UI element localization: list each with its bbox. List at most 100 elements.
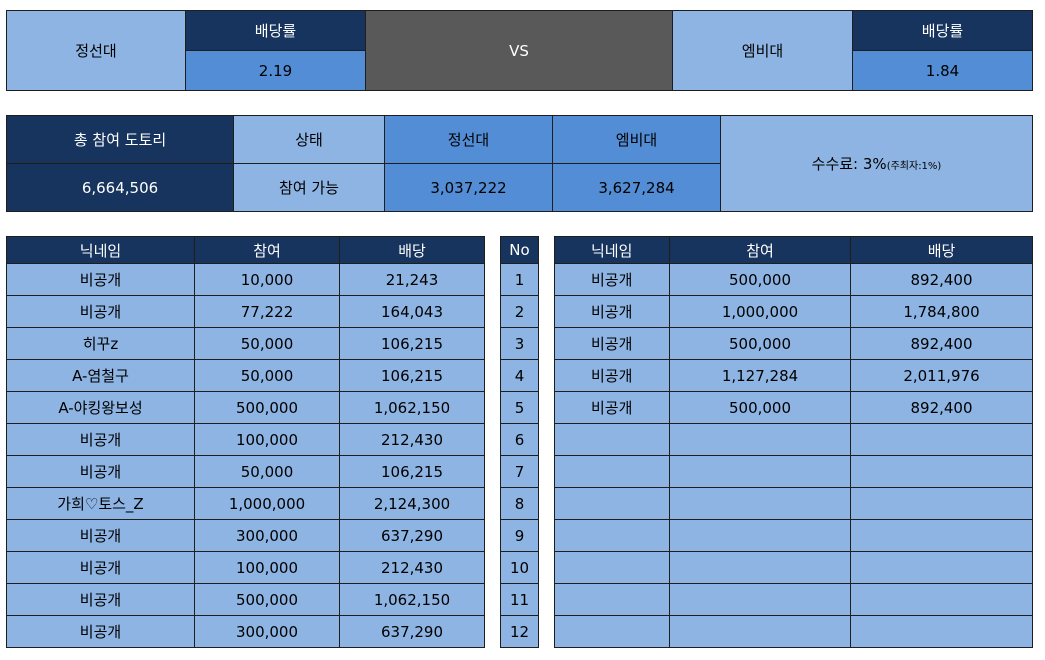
payout-cell: 2,124,300 [339,487,485,520]
bet-cell: 500,000 [669,263,851,296]
table-row: 4 [500,359,539,392]
nickname-cell: A-염철구 [6,359,195,392]
team-b-bet-list: 닉네임 참여 배당 비공개 500,000 892,400 비공개 1,000,000 1… [554,236,1033,648]
nickname-cell [554,455,670,488]
bet-cell [669,487,851,520]
payout-cell: 637,290 [339,519,485,552]
table-row: A-야킹왕보성 500,000 1,062,150 [6,391,485,424]
table-row [554,583,1033,616]
row-number-column: No 1 2 3 4 5 6 7 8 9 10 11 12 [500,236,539,648]
table-row: 히꾸z 50,000 106,215 [6,327,485,360]
bet-cell: 50,000 [194,327,340,360]
table-row: 비공개 500,000 1,062,150 [6,583,485,616]
row-number: 1 [500,263,539,296]
nickname-cell [554,487,670,520]
table-row [554,455,1033,488]
bet-cell: 1,000,000 [194,487,340,520]
nickname-cell: 비공개 [6,519,195,552]
bet-cell: 50,000 [194,359,340,392]
table-row: 비공개 1,127,284 2,011,976 [554,359,1033,392]
table-row: 2 [500,295,539,328]
nickname-cell: 비공개 [554,295,670,328]
bet-cell: 500,000 [669,327,851,360]
payout-cell: 21,243 [339,263,485,296]
col-no: No [500,236,539,264]
row-number: 10 [500,551,539,584]
table-row: 6 [500,423,539,456]
payout-cell [850,583,1033,616]
table-row: 비공개 300,000 637,290 [6,519,485,552]
bet-cell [669,455,851,488]
table-row: A-염철구 50,000 106,215 [6,359,485,392]
table-row: 비공개 10,000 21,243 [6,263,485,296]
row-number: 8 [500,487,539,520]
team-a-total-value: 3,037,222 [384,163,553,212]
nickname-cell: 비공개 [6,551,195,584]
payout-cell: 892,400 [850,391,1033,424]
payout-cell: 1,784,800 [850,295,1033,328]
bet-cell: 500,000 [194,391,340,424]
table-row [554,551,1033,584]
bet-cell: 77,222 [194,295,340,328]
team-b-odds: 1.84 [852,50,1033,91]
table-row: 12 [500,615,539,648]
payout-cell: 212,430 [339,551,485,584]
payout-cell: 2,011,976 [850,359,1033,392]
table-row: 비공개 100,000 212,430 [6,423,485,456]
table-row: 10 [500,551,539,584]
col-bet: 참여 [194,236,340,264]
row-number: 3 [500,327,539,360]
payout-cell: 637,290 [339,615,485,648]
nickname-cell [554,551,670,584]
col-payout: 배당 [339,236,485,264]
table-row [554,423,1033,456]
col-bet: 참여 [669,236,851,264]
payout-cell: 212,430 [339,423,485,456]
table-row: 비공개 500,000 892,400 [554,327,1033,360]
payout-cell [850,423,1033,456]
vs-label: VS [365,10,673,91]
nickname-cell: A-야킹왕보성 [6,391,195,424]
table-row [554,487,1033,520]
nickname-cell: 비공개 [6,263,195,296]
team-a-bet-list: 닉네임 참여 배당 비공개 10,000 21,243 비공개 77,222 164,04… [6,236,485,648]
bet-cell: 10,000 [194,263,340,296]
table-row: 비공개 77,222 164,043 [6,295,485,328]
status-value: 참여 가능 [233,163,385,212]
nickname-cell [554,583,670,616]
table-row: 비공개 300,000 637,290 [6,615,485,648]
team-a-name: 정선대 [6,10,186,91]
nickname-cell [554,519,670,552]
table-row: 비공개 50,000 106,215 [6,455,485,488]
payout-cell: 106,215 [339,327,485,360]
team-b-total-value: 3,627,284 [552,163,721,212]
table-row: 11 [500,583,539,616]
nickname-cell [554,615,670,648]
row-number: 5 [500,391,539,424]
payout-cell: 164,043 [339,295,485,328]
table-row: 1 [500,263,539,296]
payout-cell [850,551,1033,584]
total-value: 6,664,506 [6,163,234,212]
bet-cell: 100,000 [194,551,340,584]
team-a-odds: 2.19 [185,50,366,91]
bet-cell: 1,000,000 [669,295,851,328]
nickname-cell: 비공개 [6,615,195,648]
bet-cell [669,615,851,648]
match-header: 정선대 배당률 VS 엠비대 배당률 2.19 1.84 [6,10,1033,91]
bet-cell: 300,000 [194,615,340,648]
payout-cell: 1,062,150 [339,583,485,616]
payout-cell: 892,400 [850,327,1033,360]
col-payout: 배당 [850,236,1033,264]
payout-cell: 106,215 [339,359,485,392]
row-number: 7 [500,455,539,488]
fee-text: 수수료: 3% [811,155,887,173]
team-b-name: 엠비대 [672,10,853,91]
team-a-total-label: 정선대 [384,115,553,164]
nickname-cell: 가희♡토스_Z [6,487,195,520]
table-row: 9 [500,519,539,552]
payout-cell [850,487,1033,520]
payout-cell [850,455,1033,488]
bet-cell [669,423,851,456]
table-row [554,519,1033,552]
